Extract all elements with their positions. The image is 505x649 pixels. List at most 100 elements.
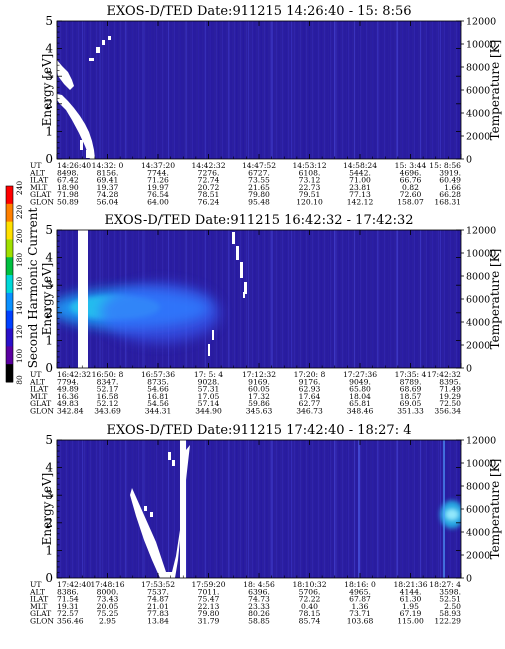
info-table-cell: 85.74 bbox=[299, 616, 321, 625]
info-table-cell: 16:57:36 bbox=[141, 370, 175, 379]
colorbar-tick-label: 160 bbox=[15, 277, 24, 292]
saturated-region bbox=[240, 262, 243, 278]
colorbar-segment bbox=[6, 203, 13, 223]
info-table-cell: 17:42:32 bbox=[427, 370, 461, 379]
info-table-cell: 78.15 bbox=[299, 609, 321, 618]
info-table-row-label: ILAT bbox=[30, 595, 48, 604]
info-table-row-label: GLAT bbox=[30, 399, 51, 408]
info-table-cell: 103.68 bbox=[347, 616, 374, 625]
info-table-cell: 351.33 bbox=[397, 406, 424, 415]
info-table-cell: 62.93 bbox=[299, 385, 321, 394]
info-table-cell: 72.22 bbox=[299, 595, 321, 604]
info-table-cell: 71.98 bbox=[57, 190, 79, 199]
info-table-cell: 7011. bbox=[198, 587, 220, 596]
colorbar-label: Second Harmonic Current bbox=[26, 208, 40, 369]
y-axis-label-right: Temperature [K] bbox=[488, 40, 502, 141]
info-table-cell: 0.82 bbox=[402, 183, 419, 192]
info-table-cell: 7794. bbox=[57, 377, 79, 386]
info-table-cell: 1.95 bbox=[402, 602, 419, 611]
info-table-cell: 75.25 bbox=[97, 609, 119, 618]
info-table-cell: 74.73 bbox=[248, 595, 270, 604]
info-table-cell: 115.00 bbox=[397, 616, 424, 625]
info-table-cell: 14:32: 0 bbox=[92, 161, 124, 170]
saturated-region bbox=[180, 440, 186, 578]
colorbar-segment bbox=[6, 239, 13, 258]
info-table-cell: 71.54 bbox=[57, 595, 79, 604]
info-table-cell: 73.71 bbox=[349, 609, 371, 618]
info-table-cell: 72.74 bbox=[198, 176, 220, 185]
info-table-cell: 67.19 bbox=[400, 609, 422, 618]
info-table-cell: 14:58:24 bbox=[343, 161, 377, 170]
info-table-cell: 17.64 bbox=[299, 392, 321, 401]
info-table-cell: 67.42 bbox=[57, 176, 79, 185]
y-tick-label: 0 bbox=[45, 361, 53, 375]
saturated-region bbox=[57, 60, 74, 90]
y-right-tick-label: 8000 bbox=[466, 272, 490, 283]
info-table-row-label: GLON bbox=[30, 616, 54, 625]
info-table-cell: 56.04 bbox=[97, 197, 119, 206]
info-table-cell: 120.10 bbox=[296, 197, 323, 206]
y-tick-label: 0 bbox=[45, 152, 53, 166]
info-table-cell: 18:27: 4 bbox=[429, 580, 461, 589]
y-tick-label: 4 bbox=[45, 42, 53, 56]
info-table-cell: 343.69 bbox=[94, 406, 121, 415]
info-table-cell: 2.95 bbox=[99, 616, 116, 625]
info-table-cell: 16.36 bbox=[57, 392, 79, 401]
heatmap-field bbox=[57, 21, 461, 159]
colorbar-tick-label: 80 bbox=[15, 375, 24, 385]
saturated-region bbox=[130, 445, 190, 578]
info-table-cell: 19.29 bbox=[439, 392, 461, 401]
info-table-cell: 57.14 bbox=[198, 399, 220, 408]
y-tick-label: 2 bbox=[45, 306, 53, 320]
y-tick-label: 1 bbox=[45, 124, 53, 138]
info-table-cell: 3919. bbox=[439, 168, 461, 177]
info-table-cell: 74.87 bbox=[147, 595, 169, 604]
y-right-tick-label: 2000 bbox=[466, 132, 490, 143]
y-right-tick-label: 4000 bbox=[466, 109, 490, 120]
heatmap-field bbox=[57, 230, 461, 368]
colorbar-segment bbox=[6, 221, 13, 240]
info-table-cell: 16.81 bbox=[147, 392, 169, 401]
spectrogram-panel-2: EXOS-D/TED Date:911215 16:42:32 - 17:42:… bbox=[29, 213, 502, 415]
y-right-tick-label: 12000 bbox=[466, 436, 496, 447]
info-table-cell: 18.90 bbox=[57, 183, 79, 192]
info-table-cell: 5706. bbox=[299, 587, 321, 596]
info-table-cell: 66.28 bbox=[439, 190, 461, 199]
info-table-cell: 20.72 bbox=[198, 183, 220, 192]
info-table-cell: 4965. bbox=[349, 587, 371, 596]
y-right-tick-label: 0 bbox=[466, 364, 472, 375]
info-table-cell: 61.30 bbox=[400, 595, 422, 604]
info-table-cell: 8395. bbox=[439, 377, 461, 386]
y-right-tick-label: 6000 bbox=[466, 86, 490, 97]
info-table-cell: 15: 3:44 bbox=[395, 161, 427, 170]
info-table-cell: 22.73 bbox=[299, 183, 321, 192]
info-table-cell: 65.80 bbox=[349, 385, 371, 394]
y-tick-label: 3 bbox=[45, 278, 53, 292]
info-table-row-label: UT bbox=[30, 370, 41, 379]
y-right-tick-label: 0 bbox=[466, 155, 472, 166]
info-table-cell: 8386. bbox=[57, 587, 79, 596]
saturated-region bbox=[208, 344, 210, 356]
info-table-cell: 66.76 bbox=[400, 176, 422, 185]
info-table-cell: 16:50: 8 bbox=[92, 370, 124, 379]
info-table-cell: 20.05 bbox=[97, 602, 119, 611]
info-table-cell: 80.26 bbox=[248, 609, 270, 618]
colorbar-segment bbox=[6, 328, 13, 347]
y-right-tick-label: 10000 bbox=[466, 249, 496, 260]
panel-title: EXOS-D/TED Date:911215 16:42:32 - 17:42:… bbox=[104, 213, 413, 228]
colorbar-tick-label: 120 bbox=[15, 325, 24, 340]
info-table-cell: 18:21:36 bbox=[393, 580, 427, 589]
saturated-region bbox=[243, 292, 245, 298]
info-table-cell: 67.87 bbox=[349, 595, 371, 604]
info-table-cell: 72.60 bbox=[400, 190, 422, 199]
info-table-cell: 19.37 bbox=[97, 183, 119, 192]
info-table-cell: 60.05 bbox=[248, 385, 270, 394]
info-table-cell: 18:16: 0 bbox=[344, 580, 376, 589]
y-right-tick-label: 12000 bbox=[466, 226, 496, 237]
info-table-cell: 76.54 bbox=[147, 190, 169, 199]
y-tick-label: 4 bbox=[45, 461, 53, 475]
info-table-cell: 74.28 bbox=[97, 190, 119, 199]
info-table-row-label: UT bbox=[30, 161, 41, 170]
info-table-row-label: ALT bbox=[29, 587, 45, 596]
info-table-cell: 50.89 bbox=[57, 197, 79, 206]
